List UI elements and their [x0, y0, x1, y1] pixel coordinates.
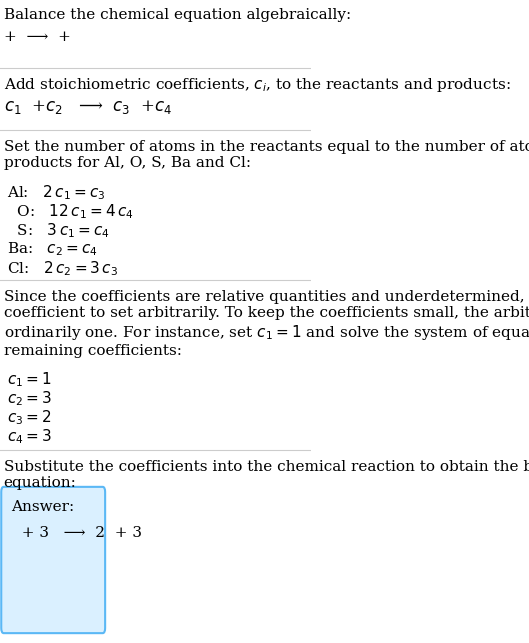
Text: Set the number of atoms in the reactants equal to the number of atoms in the
pro: Set the number of atoms in the reactants…: [4, 140, 529, 170]
Text: +  ⟶  +: + ⟶ +: [4, 30, 70, 44]
Text: O:   $12\,c_1 = 4\,c_4$: O: $12\,c_1 = 4\,c_4$: [7, 202, 134, 221]
Text: + 3   ⟶  2  + 3: + 3 ⟶ 2 + 3: [12, 526, 142, 540]
Text: Answer:: Answer:: [12, 500, 75, 514]
Text: $c_1$  +$c_2$   ⟶  $c_3$  +$c_4$: $c_1$ +$c_2$ ⟶ $c_3$ +$c_4$: [4, 98, 172, 116]
Text: Balance the chemical equation algebraically:: Balance the chemical equation algebraica…: [4, 8, 351, 22]
Text: $c_3 = 2$: $c_3 = 2$: [7, 408, 51, 427]
Text: Since the coefficients are relative quantities and underdetermined, choose a
coe: Since the coefficients are relative quan…: [4, 290, 529, 358]
Text: $c_4 = 3$: $c_4 = 3$: [7, 427, 52, 446]
Text: Add stoichiometric coefficients, $c_i$, to the reactants and products:: Add stoichiometric coefficients, $c_i$, …: [4, 76, 510, 94]
Text: Cl:   $2\,c_2 = 3\,c_3$: Cl: $2\,c_2 = 3\,c_3$: [7, 259, 118, 278]
Text: $c_1 = 1$: $c_1 = 1$: [7, 370, 51, 389]
Text: $c_2 = 3$: $c_2 = 3$: [7, 389, 52, 408]
Text: Al:   $2\,c_1 = c_3$: Al: $2\,c_1 = c_3$: [7, 183, 105, 202]
Text: Ba:   $c_2 = c_4$: Ba: $c_2 = c_4$: [7, 240, 98, 258]
Text: S:   $3\,c_1 = c_4$: S: $3\,c_1 = c_4$: [7, 221, 110, 240]
Text: Substitute the coefficients into the chemical reaction to obtain the balanced
eq: Substitute the coefficients into the che…: [4, 460, 529, 490]
FancyBboxPatch shape: [1, 487, 105, 633]
